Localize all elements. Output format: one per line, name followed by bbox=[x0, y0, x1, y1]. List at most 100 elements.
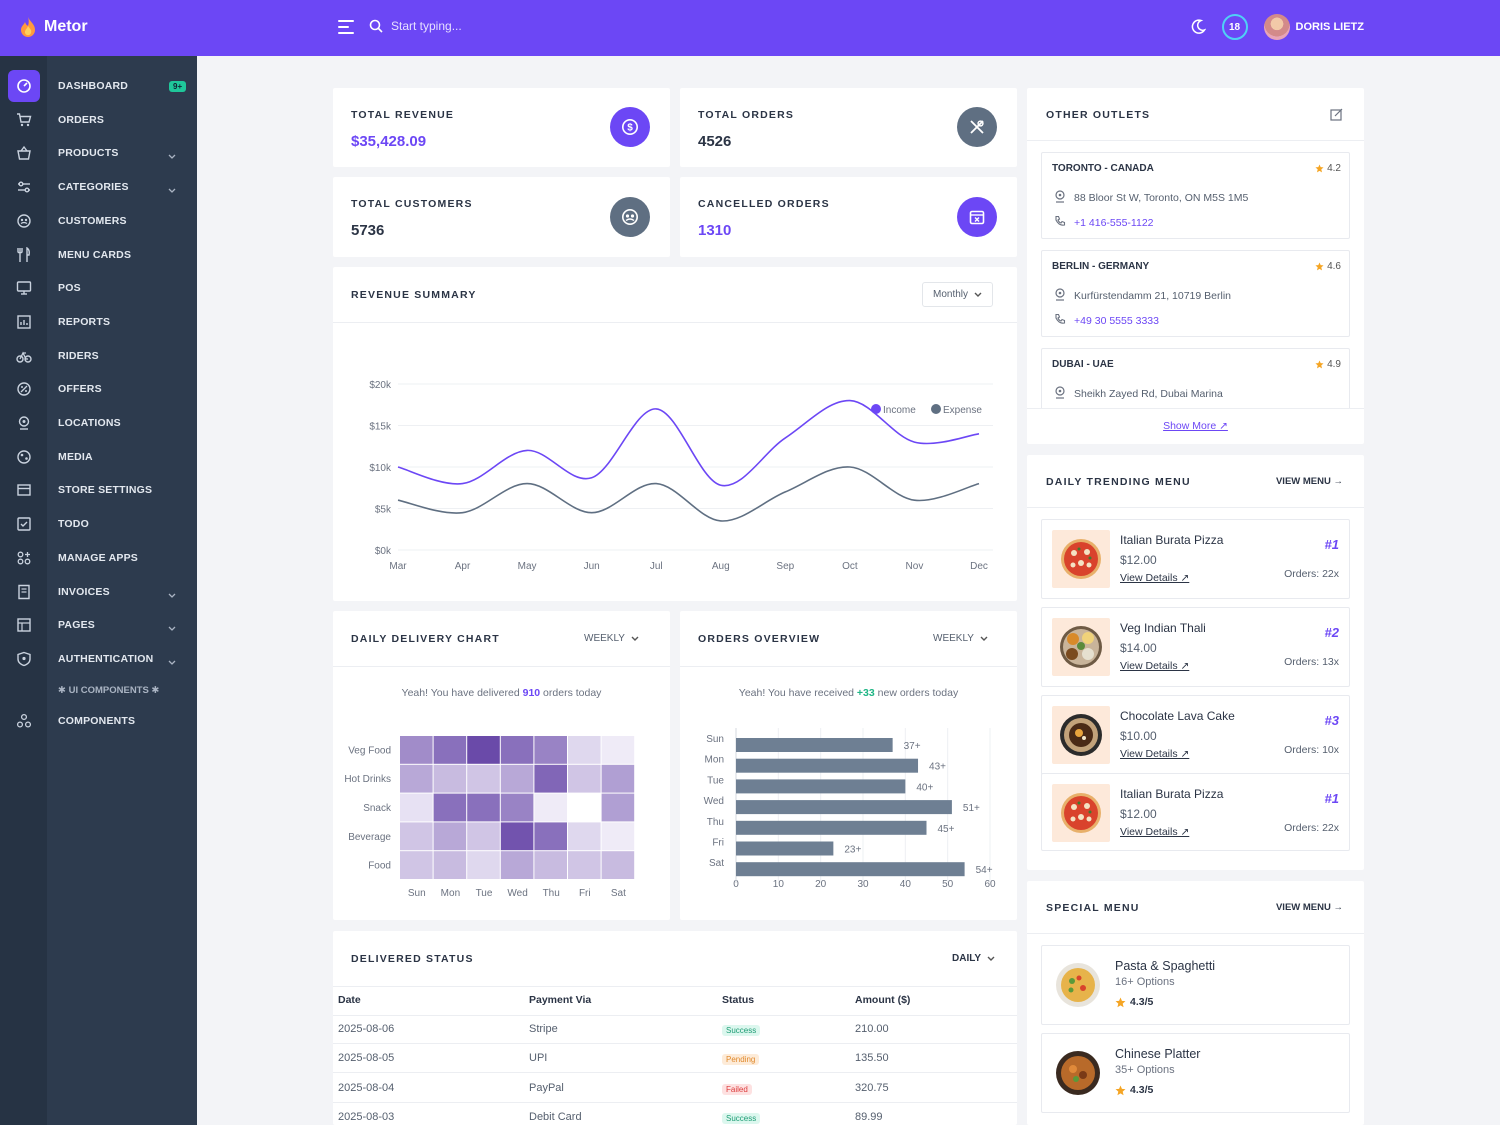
show-more-link[interactable]: Show More ↗ bbox=[1163, 420, 1228, 432]
shield-icon bbox=[8, 643, 40, 675]
sidebar-item-store-settings[interactable]: STORE SETTINGS bbox=[0, 474, 197, 506]
heatmap-cell bbox=[534, 793, 567, 822]
period-dropdown[interactable]: DAILY bbox=[952, 953, 995, 964]
food-image bbox=[1054, 1049, 1102, 1100]
rating-value: 4.3/5 bbox=[1130, 1084, 1154, 1096]
menu-toggle-button[interactable] bbox=[338, 20, 354, 34]
outlet-card[interactable]: DUBAI - UAE 4.9 Sheikh Zayed Rd, Dubai Mar… bbox=[1041, 348, 1350, 408]
outlet-card[interactable]: TORONTO - CANADA 4.2 88 Bloor St W, Toront… bbox=[1041, 152, 1350, 239]
cart-icon bbox=[8, 104, 40, 136]
special-item[interactable]: Chinese Platter 35+ Options 4.3/5 bbox=[1041, 1033, 1350, 1113]
view-menu-link[interactable]: VIEW MENU → bbox=[1275, 902, 1343, 913]
legend-marker bbox=[871, 404, 881, 414]
flame-icon bbox=[21, 17, 35, 37]
sidebar-item-manage-apps[interactable]: MANAGE APPS bbox=[0, 542, 197, 574]
rank-badge: #1 bbox=[1324, 791, 1339, 806]
special-item[interactable]: Pasta & Spaghetti 16+ Options 4.3/5 bbox=[1041, 945, 1350, 1025]
bar-category-label: Thu bbox=[707, 817, 724, 828]
outlet-name: BERLIN - GERMANY bbox=[1052, 261, 1150, 272]
moon-icon[interactable] bbox=[1190, 19, 1206, 35]
outlet-name: TORONTO - CANADA bbox=[1052, 163, 1154, 174]
x-tick-label: Jun bbox=[584, 561, 600, 572]
trending-item[interactable]: Italian Burata Pizza $12.00 View Details ↗… bbox=[1041, 519, 1350, 599]
stat-title: TOTAL ORDERS bbox=[698, 109, 795, 121]
sidebar-item-categories[interactable]: CATEGORIES bbox=[0, 171, 197, 203]
x-tick-label: 10 bbox=[773, 879, 785, 890]
sidebar-item-invoices[interactable]: INVOICES bbox=[0, 576, 197, 608]
sidebar-item-customers[interactable]: CUSTOMERS bbox=[0, 205, 197, 237]
sidebar-item-media[interactable]: MEDIA bbox=[0, 441, 197, 473]
trending-item[interactable]: Italian Burata Pizza $12.00 View Details ↗… bbox=[1041, 773, 1350, 851]
table-header: Status bbox=[722, 994, 755, 1006]
chevron-down-icon bbox=[168, 621, 176, 632]
sidebar-item-pos[interactable]: POS bbox=[0, 272, 197, 304]
sidebar-item-menu-cards[interactable]: MENU CARDS bbox=[0, 239, 197, 271]
star-icon bbox=[1315, 360, 1324, 369]
sidebar-item-todo[interactable]: TODO bbox=[0, 508, 197, 540]
period-dropdown[interactable]: WEEKLY bbox=[584, 633, 639, 644]
outlet-name: DUBAI - UAE bbox=[1052, 359, 1114, 370]
bar bbox=[736, 758, 919, 773]
heatmap-cell bbox=[500, 736, 534, 764]
sidebar-item-orders[interactable]: ORDERS bbox=[0, 104, 197, 136]
search-box[interactable] bbox=[369, 19, 591, 33]
trending-item[interactable]: Veg Indian Thali $14.00 View Details ↗ #2 Or… bbox=[1041, 607, 1350, 687]
trending-item[interactable]: Chocolate Lava Cake $10.00 View Details ↗ #… bbox=[1041, 695, 1350, 775]
period-dropdown[interactable]: Monthly bbox=[922, 282, 994, 307]
stat-card-customers: TOTAL CUSTOMERS 5736 bbox=[333, 177, 670, 257]
revenue-summary-card: REVENUE SUMMARY Monthly $0k $5k $10k $15k $2… bbox=[333, 267, 1017, 601]
card-title: DAILY TRENDING MENU bbox=[1046, 476, 1191, 488]
outlet-address: Sheikh Zayed Rd, Dubai Marina bbox=[1054, 386, 1223, 402]
food-name: Chocolate Lava Cake bbox=[1120, 709, 1235, 723]
sidebar-item-authentication[interactable]: AUTHENTICATION bbox=[0, 643, 197, 675]
x-tick-label: Nov bbox=[906, 561, 924, 572]
table-cell-amount: 135.50 bbox=[855, 1052, 889, 1065]
outlet-phone[interactable]: +1 416-555-1122 bbox=[1054, 215, 1154, 230]
x-tick-label: Dec bbox=[970, 561, 988, 572]
sidebar-item-components[interactable]: COMPONENTS bbox=[0, 705, 197, 737]
outlet-phone[interactable]: +49 30 5555 3333 bbox=[1054, 313, 1159, 328]
sidebar-item-label: AUTHENTICATION bbox=[58, 652, 154, 665]
heatmap-cell bbox=[601, 793, 635, 822]
period-value: DAILY bbox=[952, 953, 982, 964]
view-details-link[interactable]: View Details ↗ bbox=[1120, 826, 1190, 838]
sidebar-item-pages[interactable]: PAGES bbox=[0, 609, 197, 641]
y-tick-label: $15k bbox=[369, 422, 392, 433]
sidebar-item-products[interactable]: PRODUCTS bbox=[0, 137, 197, 169]
search-input[interactable] bbox=[391, 19, 591, 33]
bar bbox=[736, 800, 952, 815]
user-menu[interactable]: DORIS LIETZ bbox=[1263, 14, 1364, 40]
bar-value-label: 37+ bbox=[904, 741, 921, 752]
bar-category-label: Mon bbox=[705, 755, 724, 766]
sidebar-item-label: RIDERS bbox=[58, 349, 99, 362]
special-options: 16+ Options bbox=[1115, 976, 1175, 988]
sidebar-item-offers[interactable]: OFFERS bbox=[0, 373, 197, 405]
table-cell-amount: 89.99 bbox=[855, 1110, 883, 1123]
bar-category-label: Tue bbox=[707, 775, 724, 786]
sidebar-item-label: INVOICES bbox=[58, 585, 110, 598]
customers-icon bbox=[610, 197, 650, 237]
heatmap-cell bbox=[467, 736, 500, 764]
heatmap-cell bbox=[433, 851, 467, 879]
heatmap-cell bbox=[433, 736, 467, 764]
view-details-link[interactable]: View Details ↗ bbox=[1120, 748, 1190, 760]
map-pin-icon bbox=[1054, 288, 1066, 304]
heatmap-cell bbox=[601, 822, 635, 851]
period-dropdown[interactable]: WEEKLY bbox=[933, 633, 988, 644]
sidebar-item-riders[interactable]: RIDERS bbox=[0, 340, 197, 372]
card-title: OTHER OUTLETS bbox=[1046, 109, 1151, 121]
x-tick-label: 20 bbox=[815, 879, 827, 890]
sidebar-item-dashboard[interactable]: DASHBOARD 9+ bbox=[0, 70, 197, 102]
view-menu-link[interactable]: VIEW MENU → bbox=[1275, 476, 1343, 487]
view-details-link[interactable]: View Details ↗ bbox=[1120, 660, 1190, 672]
edit-icon[interactable] bbox=[1330, 108, 1343, 121]
notification-badge[interactable]: 18 bbox=[1221, 14, 1248, 40]
view-details-link[interactable]: View Details ↗ bbox=[1120, 572, 1190, 584]
brand[interactable]: Metor bbox=[20, 17, 88, 37]
card-title: DAILY DELIVERY CHART bbox=[351, 633, 500, 645]
outlet-card[interactable]: BERLIN - GERMANY 4.6 Kurfürstendamm 21, 10… bbox=[1041, 250, 1350, 337]
pages-icon bbox=[8, 609, 40, 641]
sidebar-item-reports[interactable]: REPORTS bbox=[0, 306, 197, 338]
sidebar-item-locations[interactable]: LOCATIONS bbox=[0, 407, 197, 439]
orders-count: Orders: 13x bbox=[1284, 656, 1339, 668]
